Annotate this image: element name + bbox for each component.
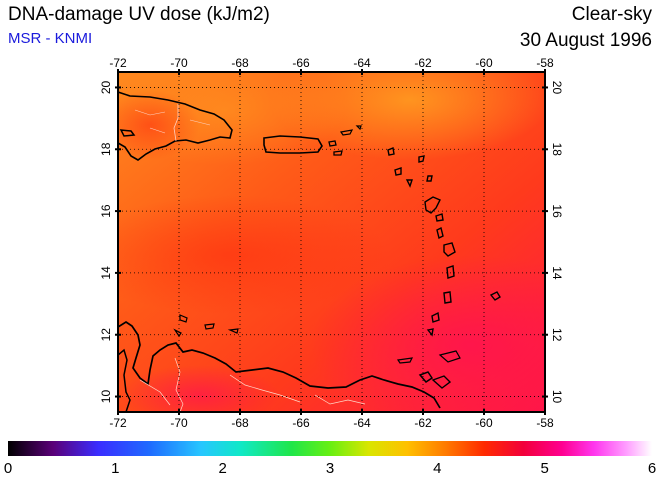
- longitude-labels-top: -72 -70 -68 -66 -64 -62 -60 -58: [109, 56, 554, 70]
- colorbar: [8, 441, 652, 456]
- lon-label: -58: [536, 56, 554, 70]
- lon-label: -60: [475, 416, 493, 430]
- longitude-labels-bottom: -72 -70 -68 -66 -64 -62 -60 -58: [109, 416, 554, 430]
- lon-label: -62: [414, 56, 432, 70]
- colorbar-tick-label: 2: [218, 460, 227, 477]
- colorbar-tick-label: 1: [111, 460, 120, 477]
- lon-label: -72: [109, 56, 127, 70]
- lat-label: 18: [550, 143, 564, 157]
- lon-label: -68: [231, 416, 249, 430]
- uv-field: [118, 72, 545, 412]
- lat-label: 18: [99, 142, 113, 156]
- lon-label: -66: [292, 416, 310, 430]
- hispaniola-coastline: [118, 91, 233, 161]
- lon-label: -68: [231, 56, 249, 70]
- lat-label: 20: [550, 81, 564, 95]
- frame-ticks: [115, 69, 548, 415]
- colorbar-tick-label: 6: [647, 460, 657, 477]
- lesser-antilles-coastline: [387, 147, 501, 337]
- sky-condition-label: Clear-sky: [571, 4, 652, 25]
- puerto-rico-coastline: [263, 135, 323, 154]
- lon-label: -70: [170, 56, 188, 70]
- colorbar-tick-label: 3: [325, 460, 335, 477]
- lat-label: 14: [99, 266, 113, 280]
- lon-label: -64: [353, 416, 371, 430]
- latitude-labels-right: 20 18 16 14 12 10: [550, 81, 564, 404]
- lat-label: 14: [550, 266, 564, 280]
- lon-label: -72: [109, 416, 127, 430]
- lat-label: 20: [99, 80, 113, 94]
- lat-label: 16: [550, 204, 564, 218]
- colorbar-tick-label: 4: [433, 460, 442, 477]
- lat-label: 10: [99, 390, 113, 404]
- south-america-coastline: [118, 320, 441, 409]
- map-title: DNA-damage UV dose (kJ/m2): [8, 4, 270, 25]
- latitude-labels-left: 20 18 16 14 12 10: [99, 80, 113, 403]
- lat-label: 12: [550, 328, 564, 342]
- lon-label: -66: [292, 56, 310, 70]
- data-source-label: MSR - KNMI: [8, 30, 93, 47]
- colorbar-tick-label: 5: [540, 460, 549, 477]
- lat-label: 12: [99, 328, 113, 342]
- lon-label: -60: [475, 56, 493, 70]
- colorbar-tick-label: 0: [3, 460, 13, 477]
- lat-label: 16: [99, 204, 113, 218]
- lon-label: -70: [170, 416, 188, 430]
- map-graticule: [118, 72, 545, 412]
- lon-label: -64: [353, 56, 371, 70]
- map-frame: [117, 71, 546, 413]
- lat-label: 10: [550, 390, 564, 404]
- map-date: 30 August 1996: [519, 30, 652, 51]
- lon-label: -62: [414, 416, 432, 430]
- lon-label: -58: [536, 416, 554, 430]
